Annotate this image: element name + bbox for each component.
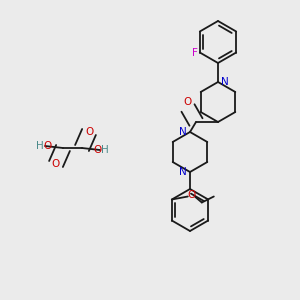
- Text: N: N: [221, 77, 229, 87]
- Text: F: F: [192, 47, 198, 58]
- Text: N: N: [179, 127, 187, 137]
- Text: O: O: [85, 127, 93, 137]
- Text: H: H: [101, 145, 109, 155]
- Text: O: O: [52, 159, 60, 169]
- Text: O: O: [44, 141, 52, 151]
- Text: O: O: [93, 145, 101, 155]
- Text: N: N: [179, 167, 187, 177]
- Text: O: O: [183, 97, 191, 107]
- Text: H: H: [36, 141, 44, 151]
- Text: O: O: [188, 190, 196, 200]
